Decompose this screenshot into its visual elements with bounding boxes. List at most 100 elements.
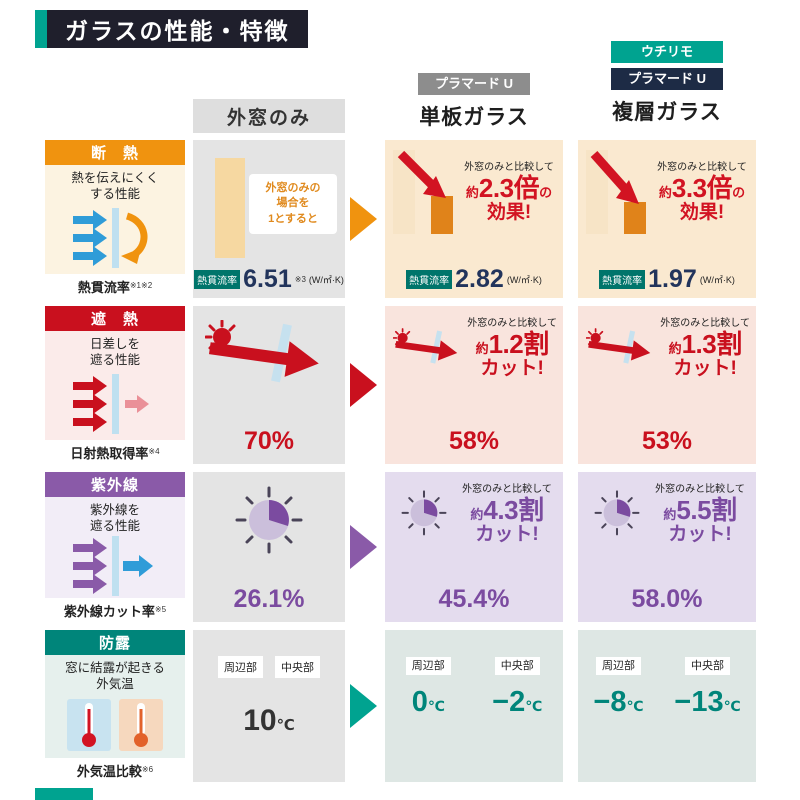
approx: 約 bbox=[668, 341, 682, 356]
u-value-line: 熱貫流率 1.97 (W/㎡·K) bbox=[578, 267, 756, 292]
baseline-note: 外窓のみの 場合を 1とすると bbox=[249, 174, 337, 235]
compare-value: 約3.3倍の bbox=[654, 174, 750, 202]
percent-value: 70% bbox=[243, 427, 295, 455]
desc-line: 窓に結露が起きる bbox=[65, 661, 165, 675]
effect-label: カット! bbox=[480, 358, 544, 380]
thermometers-icon bbox=[45, 693, 185, 759]
comparison-text: 外窓のみと比較して 約2.3倍の 効果! bbox=[461, 158, 557, 224]
bar-drop-chart-icon bbox=[393, 150, 453, 234]
category-card-heat-shield: 遮 熱 日差しを 遮る性能 日射熱取得率 ※4 bbox=[45, 306, 185, 464]
temperature-value: −2℃ bbox=[492, 688, 542, 717]
compare-value: 約5.5割 bbox=[650, 495, 750, 525]
category-card-condensation: 防露 窓に結露が起きる 外気温 外気温比較 ※6 bbox=[45, 630, 185, 782]
metric-label: 熱貫流率 ※1※2 bbox=[45, 274, 185, 298]
temp-pair: 周辺部 −8℃ 中央部 −13℃ bbox=[578, 656, 756, 717]
temp-unit: ℃ bbox=[276, 717, 295, 734]
uv-arrows-icon bbox=[45, 535, 185, 599]
footnote-ref: ※5 bbox=[154, 605, 167, 614]
comparison-text: 外窓のみと比較して 約3.3倍の 効果! bbox=[654, 158, 750, 224]
column-header-single-glass: プラマード U 単板ガラス bbox=[385, 73, 563, 131]
row-condensation: 防露 窓に結露が起きる 外気温 外気温比較 ※6 bbox=[0, 630, 800, 782]
temp-number: −8 bbox=[593, 686, 627, 718]
effect-label: 効果! bbox=[486, 202, 532, 224]
percent-value: 58.0% bbox=[631, 585, 703, 613]
category-description: 熱を伝えにくく する性能 bbox=[45, 165, 185, 203]
temp-pair: 周辺部 0℃ 中央部 −2℃ bbox=[385, 656, 563, 717]
label-center: 中央部 bbox=[684, 657, 730, 675]
metric-label: 紫外線カット率 ※5 bbox=[45, 598, 185, 622]
next-section-stub bbox=[35, 788, 93, 800]
approx: 約 bbox=[663, 507, 677, 522]
metric-name: 外気温比較 bbox=[76, 763, 142, 779]
comparison-block: 外窓のみと比較して 約3.3倍の 効果! bbox=[586, 148, 750, 234]
suffix: の bbox=[539, 184, 553, 200]
u-value: 1.97 bbox=[648, 265, 697, 293]
column-header-outer-window: 外窓のみ bbox=[193, 99, 345, 133]
effect-label: カット! bbox=[673, 358, 737, 380]
percent-value: 53% bbox=[641, 427, 693, 455]
compare-note: 外窓のみと比較して bbox=[462, 484, 552, 495]
percent-value: 58% bbox=[448, 427, 500, 455]
u-value-unit: (W/㎡·K) bbox=[699, 275, 735, 285]
comparison-arrow bbox=[350, 197, 377, 241]
note-line: 1とすると bbox=[268, 212, 318, 225]
uv-pie-sun-icon bbox=[193, 486, 345, 556]
row-insulation: 断 熱 熱を伝えにくく する性能 熱貫流率 ※1※2 bbox=[0, 140, 800, 298]
single-glass-cell: 外窓のみと比較して 約2.3倍の 効果! 熱貫流率 2.82 (W/㎡·K) bbox=[385, 140, 563, 298]
category-description: 紫外線を 遮る性能 bbox=[45, 497, 185, 535]
temp-unit: ℃ bbox=[427, 698, 445, 714]
u-value-label: 熱貫流率 bbox=[194, 270, 241, 289]
u-value-unit: (W/㎡·K) bbox=[308, 275, 344, 285]
comparison-text: 外窓のみと比較して 約1.2割 カット! bbox=[467, 314, 557, 380]
glass-type-double: 複層ガラス bbox=[612, 101, 722, 124]
cut-ratio: 1.2割 bbox=[488, 329, 550, 359]
heat-shield-arrows-icon bbox=[45, 369, 185, 441]
comparison-text: 外窓のみと比較して 約1.3割 カット! bbox=[660, 314, 750, 380]
label-center: 中央部 bbox=[275, 656, 320, 678]
metric-name: 日射熱取得率 bbox=[70, 445, 149, 461]
temp-unit: ℃ bbox=[723, 698, 741, 714]
u-value: 6.51 bbox=[243, 265, 292, 293]
glass-type-single: 単板ガラス bbox=[419, 106, 529, 129]
uv-pie-sun-icon bbox=[594, 489, 640, 535]
single-glass-cell: 周辺部 0℃ 中央部 −2℃ bbox=[385, 630, 563, 782]
insulation-arrows-icon bbox=[45, 203, 185, 275]
page-title: ガラスの性能・特徴 bbox=[47, 10, 308, 48]
desc-line: 遮る性能 bbox=[89, 519, 140, 534]
compare-note: 外窓のみと比較して bbox=[464, 161, 554, 173]
temp-col-edge: 周辺部 −8℃ bbox=[593, 656, 643, 717]
effect-label: カット! bbox=[668, 524, 732, 546]
comparison-block: 外窓のみと比較して 約1.3割 カット! bbox=[586, 314, 750, 380]
compare-note: 外窓のみと比較して bbox=[657, 161, 747, 173]
suffix: の bbox=[732, 184, 746, 200]
footnote-ref: ※3 bbox=[294, 274, 306, 284]
approx: 約 bbox=[470, 507, 484, 522]
u-value-line: 熱貫流率 2.82 (W/㎡·K) bbox=[385, 267, 563, 292]
temperature-value: 10℃ bbox=[193, 704, 345, 738]
category-title-uv: 紫外線 bbox=[45, 472, 185, 497]
metric-label: 外気温比較 ※6 bbox=[45, 758, 185, 782]
u-value-label: 熱貫流率 bbox=[599, 270, 646, 289]
desc-line: 熱を伝えにくく bbox=[71, 171, 159, 185]
compare-note: 外窓のみと比較して bbox=[655, 484, 745, 495]
desc-line: 遮る性能 bbox=[89, 353, 140, 368]
brand-badge-plamado-u: プラマード U bbox=[418, 73, 530, 95]
metric-name: 紫外線カット率 bbox=[63, 603, 155, 619]
u-value: 2.82 bbox=[455, 265, 504, 293]
comparison-block: 外窓のみと比較して 約5.5割 カット! bbox=[586, 480, 750, 546]
compare-value: 約1.3割 bbox=[660, 330, 750, 358]
category-card-insulation: 断 熱 熱を伝えにくく する性能 熱貫流率 ※1※2 bbox=[45, 140, 185, 298]
desc-line: 外気温 bbox=[96, 677, 134, 692]
outer-window-cell: 周辺部 中央部 10℃ bbox=[193, 630, 345, 782]
outer-window-cell: 26.1% bbox=[193, 472, 345, 622]
comparison-arrow bbox=[350, 363, 377, 407]
compare-value: 約4.3割 bbox=[457, 496, 557, 524]
u-value-line: 熱貫流率 6.51 ※3 (W/㎡·K) bbox=[193, 267, 345, 292]
cut-ratio: 5.5割 bbox=[676, 495, 737, 525]
category-description: 日差しを 遮る性能 bbox=[45, 331, 185, 369]
compare-note: 外窓のみと比較して bbox=[660, 318, 750, 329]
single-glass-cell: 外窓のみと比較して 約1.2割 カット! 58% bbox=[385, 306, 563, 464]
sun-arrow-icon bbox=[193, 320, 345, 386]
desc-line: 日差しを bbox=[89, 337, 140, 351]
footnote-ref: ※1※2 bbox=[129, 281, 153, 290]
